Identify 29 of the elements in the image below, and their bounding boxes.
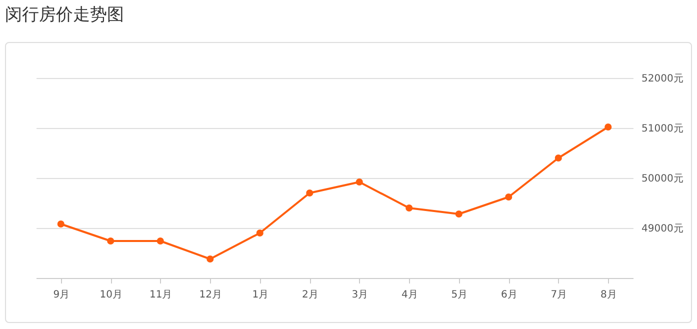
point	[206, 255, 214, 263]
x-tick-label: 5月	[451, 290, 468, 300]
x-tick-label: 7月	[550, 290, 568, 300]
x-tick-label: 8月	[600, 290, 617, 300]
y-tick-label: 52000元	[642, 74, 684, 84]
point	[554, 154, 562, 162]
x-tick-label: 6月	[500, 290, 518, 300]
point	[107, 237, 114, 245]
x-tick-label: 2月	[302, 290, 318, 300]
point	[306, 189, 314, 197]
x-tick-label: 4月	[401, 290, 418, 300]
point	[604, 123, 612, 131]
x-tick-label: 3月	[352, 290, 368, 300]
y-tick-label: 50000元	[642, 174, 684, 184]
point	[406, 204, 413, 212]
y-tick-label: 49000元	[642, 224, 684, 234]
point	[505, 193, 512, 201]
x-tick-label: 10月	[100, 290, 122, 300]
point	[256, 229, 264, 237]
y-tick-label: 51000元	[642, 124, 684, 134]
chart-title: 闵行房价走势图	[5, 4, 124, 26]
x-tick-label: 1月	[252, 290, 269, 300]
point	[156, 237, 164, 245]
point	[455, 210, 462, 218]
point	[356, 178, 363, 186]
point	[57, 220, 64, 228]
x-tick-label: 9月	[53, 290, 70, 300]
x-tick-label: 12月	[199, 290, 222, 300]
x-tick-label: 11月	[150, 290, 172, 300]
